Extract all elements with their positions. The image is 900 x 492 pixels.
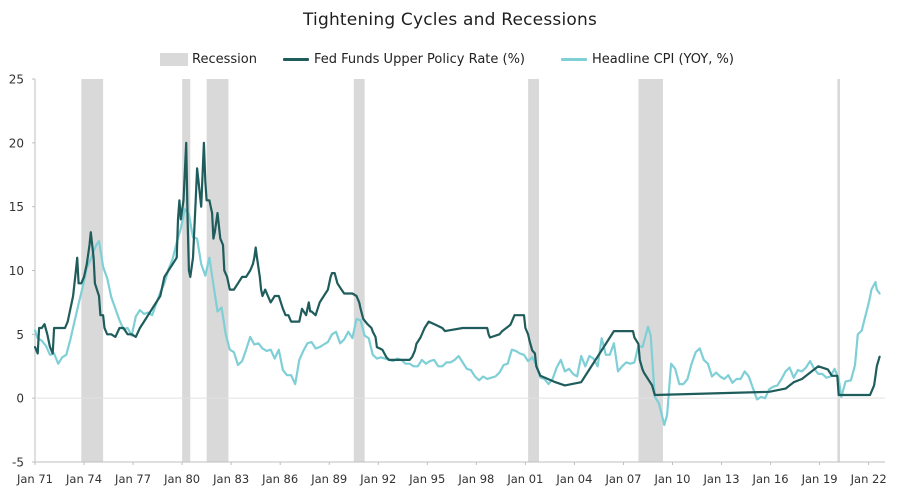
x-tick-label: Jan 04 bbox=[555, 472, 592, 486]
x-tick-label: Jan 74 bbox=[65, 472, 102, 486]
y-tick-label: 10 bbox=[9, 264, 24, 278]
series-line-cpi bbox=[33, 208, 881, 427]
x-tick-label: Jan 77 bbox=[114, 472, 151, 486]
chart-title: Tightening Cycles and Recessions bbox=[302, 10, 598, 30]
recession-band-3 bbox=[206, 79, 229, 462]
legend-item-recession: Recession bbox=[160, 49, 257, 69]
legend-label-recession: Recession bbox=[192, 51, 257, 67]
x-tick-label: Jan 16 bbox=[752, 472, 789, 486]
y-tick-label: 15 bbox=[9, 200, 24, 214]
x-tick-label: Jan 71 bbox=[16, 472, 53, 486]
x-tick-label: Jan 01 bbox=[506, 472, 543, 486]
x-tick-label: Jan 80 bbox=[163, 472, 200, 486]
x-tick-label: Jan 98 bbox=[457, 472, 494, 486]
recession-band-5 bbox=[528, 79, 540, 462]
legend-swatch-recession bbox=[160, 52, 188, 66]
x-tick-label: Jan 13 bbox=[703, 472, 740, 486]
legend-label-fed: Fed Funds Upper Policy Rate (%) bbox=[314, 51, 526, 67]
recession-band-1 bbox=[81, 79, 104, 462]
legend: Recession Fed Funds Upper Policy Rate (%… bbox=[0, 49, 900, 69]
x-tick-label: Jan 95 bbox=[408, 472, 445, 486]
x-tick-label: Jan 83 bbox=[212, 472, 249, 486]
x-tick-label: Jan 92 bbox=[359, 472, 396, 486]
legend-item-cpi: Headline CPI (YOY, %) bbox=[561, 49, 734, 69]
x-tick-label: Jan 89 bbox=[310, 472, 347, 486]
legend-label-cpi: Headline CPI (YOY, %) bbox=[592, 51, 734, 67]
legend-item-fed: Fed Funds Upper Policy Rate (%) bbox=[283, 49, 525, 69]
recession-band-2 bbox=[182, 79, 191, 462]
x-tick-label: Jan 86 bbox=[261, 472, 298, 486]
y-tick-label: 0 bbox=[16, 392, 24, 406]
y-tick-label: 5 bbox=[16, 328, 24, 342]
x-tick-label: Jan 10 bbox=[653, 472, 690, 486]
y-tick-label: -5 bbox=[12, 456, 24, 470]
y-tick-label: 20 bbox=[9, 136, 24, 150]
x-tick-label: Jan 07 bbox=[604, 472, 641, 486]
recession-band-4 bbox=[353, 79, 365, 462]
legend-swatch-fed bbox=[283, 57, 309, 61]
legend-swatch-cpi bbox=[561, 57, 587, 61]
x-tick-label: Jan 19 bbox=[801, 472, 838, 486]
series-line-fed-funds bbox=[33, 141, 881, 397]
recession-band-7 bbox=[837, 79, 841, 462]
y-tick-label: 25 bbox=[9, 73, 24, 87]
x-tick-label: Jan 22 bbox=[850, 472, 887, 486]
